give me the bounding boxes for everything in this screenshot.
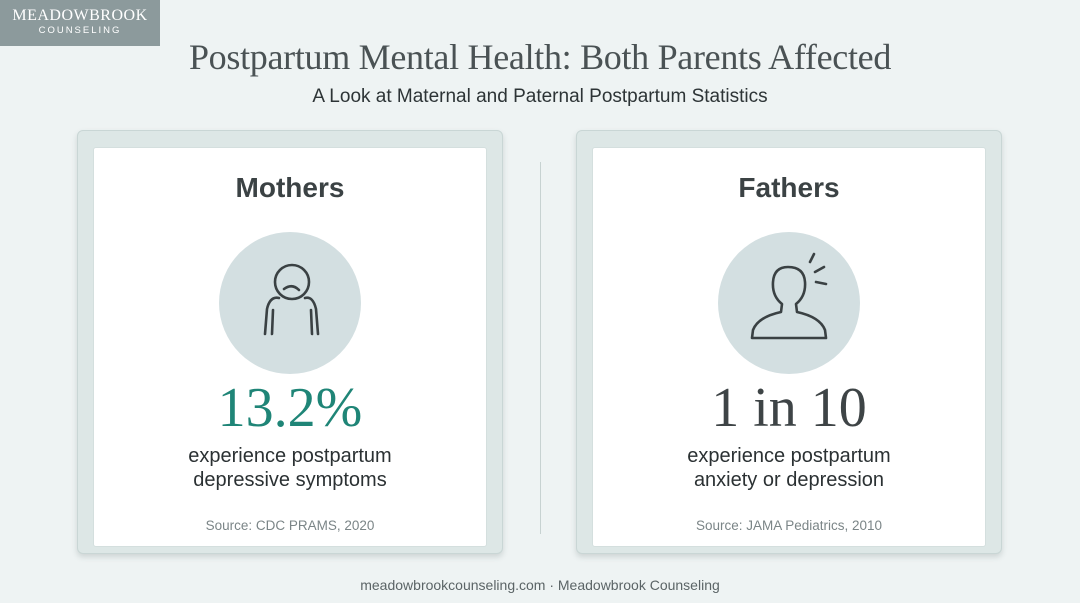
brand-name: MEADOWBROOK	[12, 7, 148, 24]
brand-logo: MEADOWBROOK COUNSELING	[0, 0, 160, 46]
mothers-stat: 13.2%	[217, 377, 363, 439]
fathers-description-line1: experience postpartum	[687, 445, 891, 467]
stressed-person-icon	[718, 232, 860, 374]
mothers-card-body: Mothers 13.2% experience postpartum depr…	[93, 147, 487, 547]
mothers-source: Source: CDC PRAMS, 2020	[205, 518, 375, 533]
page-subtitle: A Look at Maternal and Paternal Postpart…	[312, 86, 768, 107]
mothers-heading: Mothers	[235, 172, 345, 203]
fathers-source: Source: JAMA Pediatrics, 2010	[695, 518, 883, 533]
divider	[540, 162, 541, 534]
footer-text: meadowbrookcounseling.com · Meadowbrook …	[360, 577, 720, 593]
fathers-heading: Fathers	[738, 172, 840, 203]
mothers-card: Mothers 13.2% experience postpartum depr…	[77, 130, 503, 554]
mothers-description-line2: depressive symptoms	[193, 469, 387, 491]
mothers-description-line1: experience postpartum	[188, 445, 392, 467]
fathers-card-body: Fathers 1 in 10 experience postpartum an…	[592, 147, 986, 547]
fathers-description-line2: anxiety or depression	[693, 469, 885, 491]
sad-person-icon	[219, 232, 361, 374]
mothers-description: experience postpartum depressive symptom…	[94, 444, 486, 492]
fathers-stat: 1 in 10	[711, 377, 867, 439]
fathers-card: Fathers 1 in 10 experience postpartum an…	[576, 130, 1002, 554]
fathers-description: experience postpartum anxiety or depress…	[593, 444, 985, 492]
brand-sub: COUNSELING	[38, 25, 122, 36]
page-title: Postpartum Mental Health: Both Parents A…	[188, 37, 892, 77]
